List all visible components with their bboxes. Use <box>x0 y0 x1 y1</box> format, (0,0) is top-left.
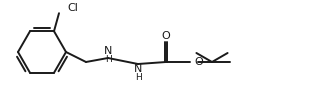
Text: O: O <box>194 57 203 67</box>
Text: N: N <box>104 46 112 56</box>
Text: H: H <box>105 55 111 64</box>
Text: Cl: Cl <box>67 3 78 13</box>
Text: N: N <box>134 64 142 74</box>
Text: H: H <box>135 72 141 82</box>
Text: O: O <box>162 31 170 41</box>
